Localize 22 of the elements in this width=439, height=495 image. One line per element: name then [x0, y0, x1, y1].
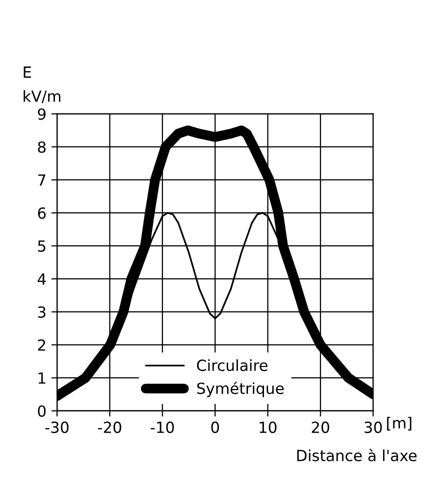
legend-label: Symétrique — [197, 382, 284, 398]
y-tick-label: 8 — [38, 141, 46, 153]
y-tick-label: 4 — [38, 274, 46, 285]
y-axis-title: E kV/m — [24, 66, 60, 104]
y-tick-label: 1 — [38, 372, 46, 384]
y-tick-label: 2 — [38, 339, 46, 351]
y-tick-label: 5 — [38, 240, 46, 252]
x-tick-label: -30 — [45, 422, 69, 434]
x-tick-label: -20 — [98, 422, 122, 434]
x-tick-label: 20 — [312, 422, 330, 434]
y-tick-label: 3 — [38, 306, 46, 318]
legend-label: Circulaire — [197, 359, 268, 372]
text: [m] — [387, 416, 412, 430]
x-tick-label: 30 — [364, 422, 382, 434]
y-tick-label: 6 — [38, 207, 46, 219]
x-tick-label: 10 — [260, 422, 276, 434]
x-axis-title: Distance à l'axe — [297, 448, 417, 462]
x-tick-label: -10 — [150, 422, 174, 434]
y-tick-label: 9 — [38, 108, 46, 120]
x-tick-label: 0 — [211, 422, 219, 434]
y-tick-label: 7 — [38, 174, 46, 186]
y-tick-label: 0 — [38, 405, 46, 417]
